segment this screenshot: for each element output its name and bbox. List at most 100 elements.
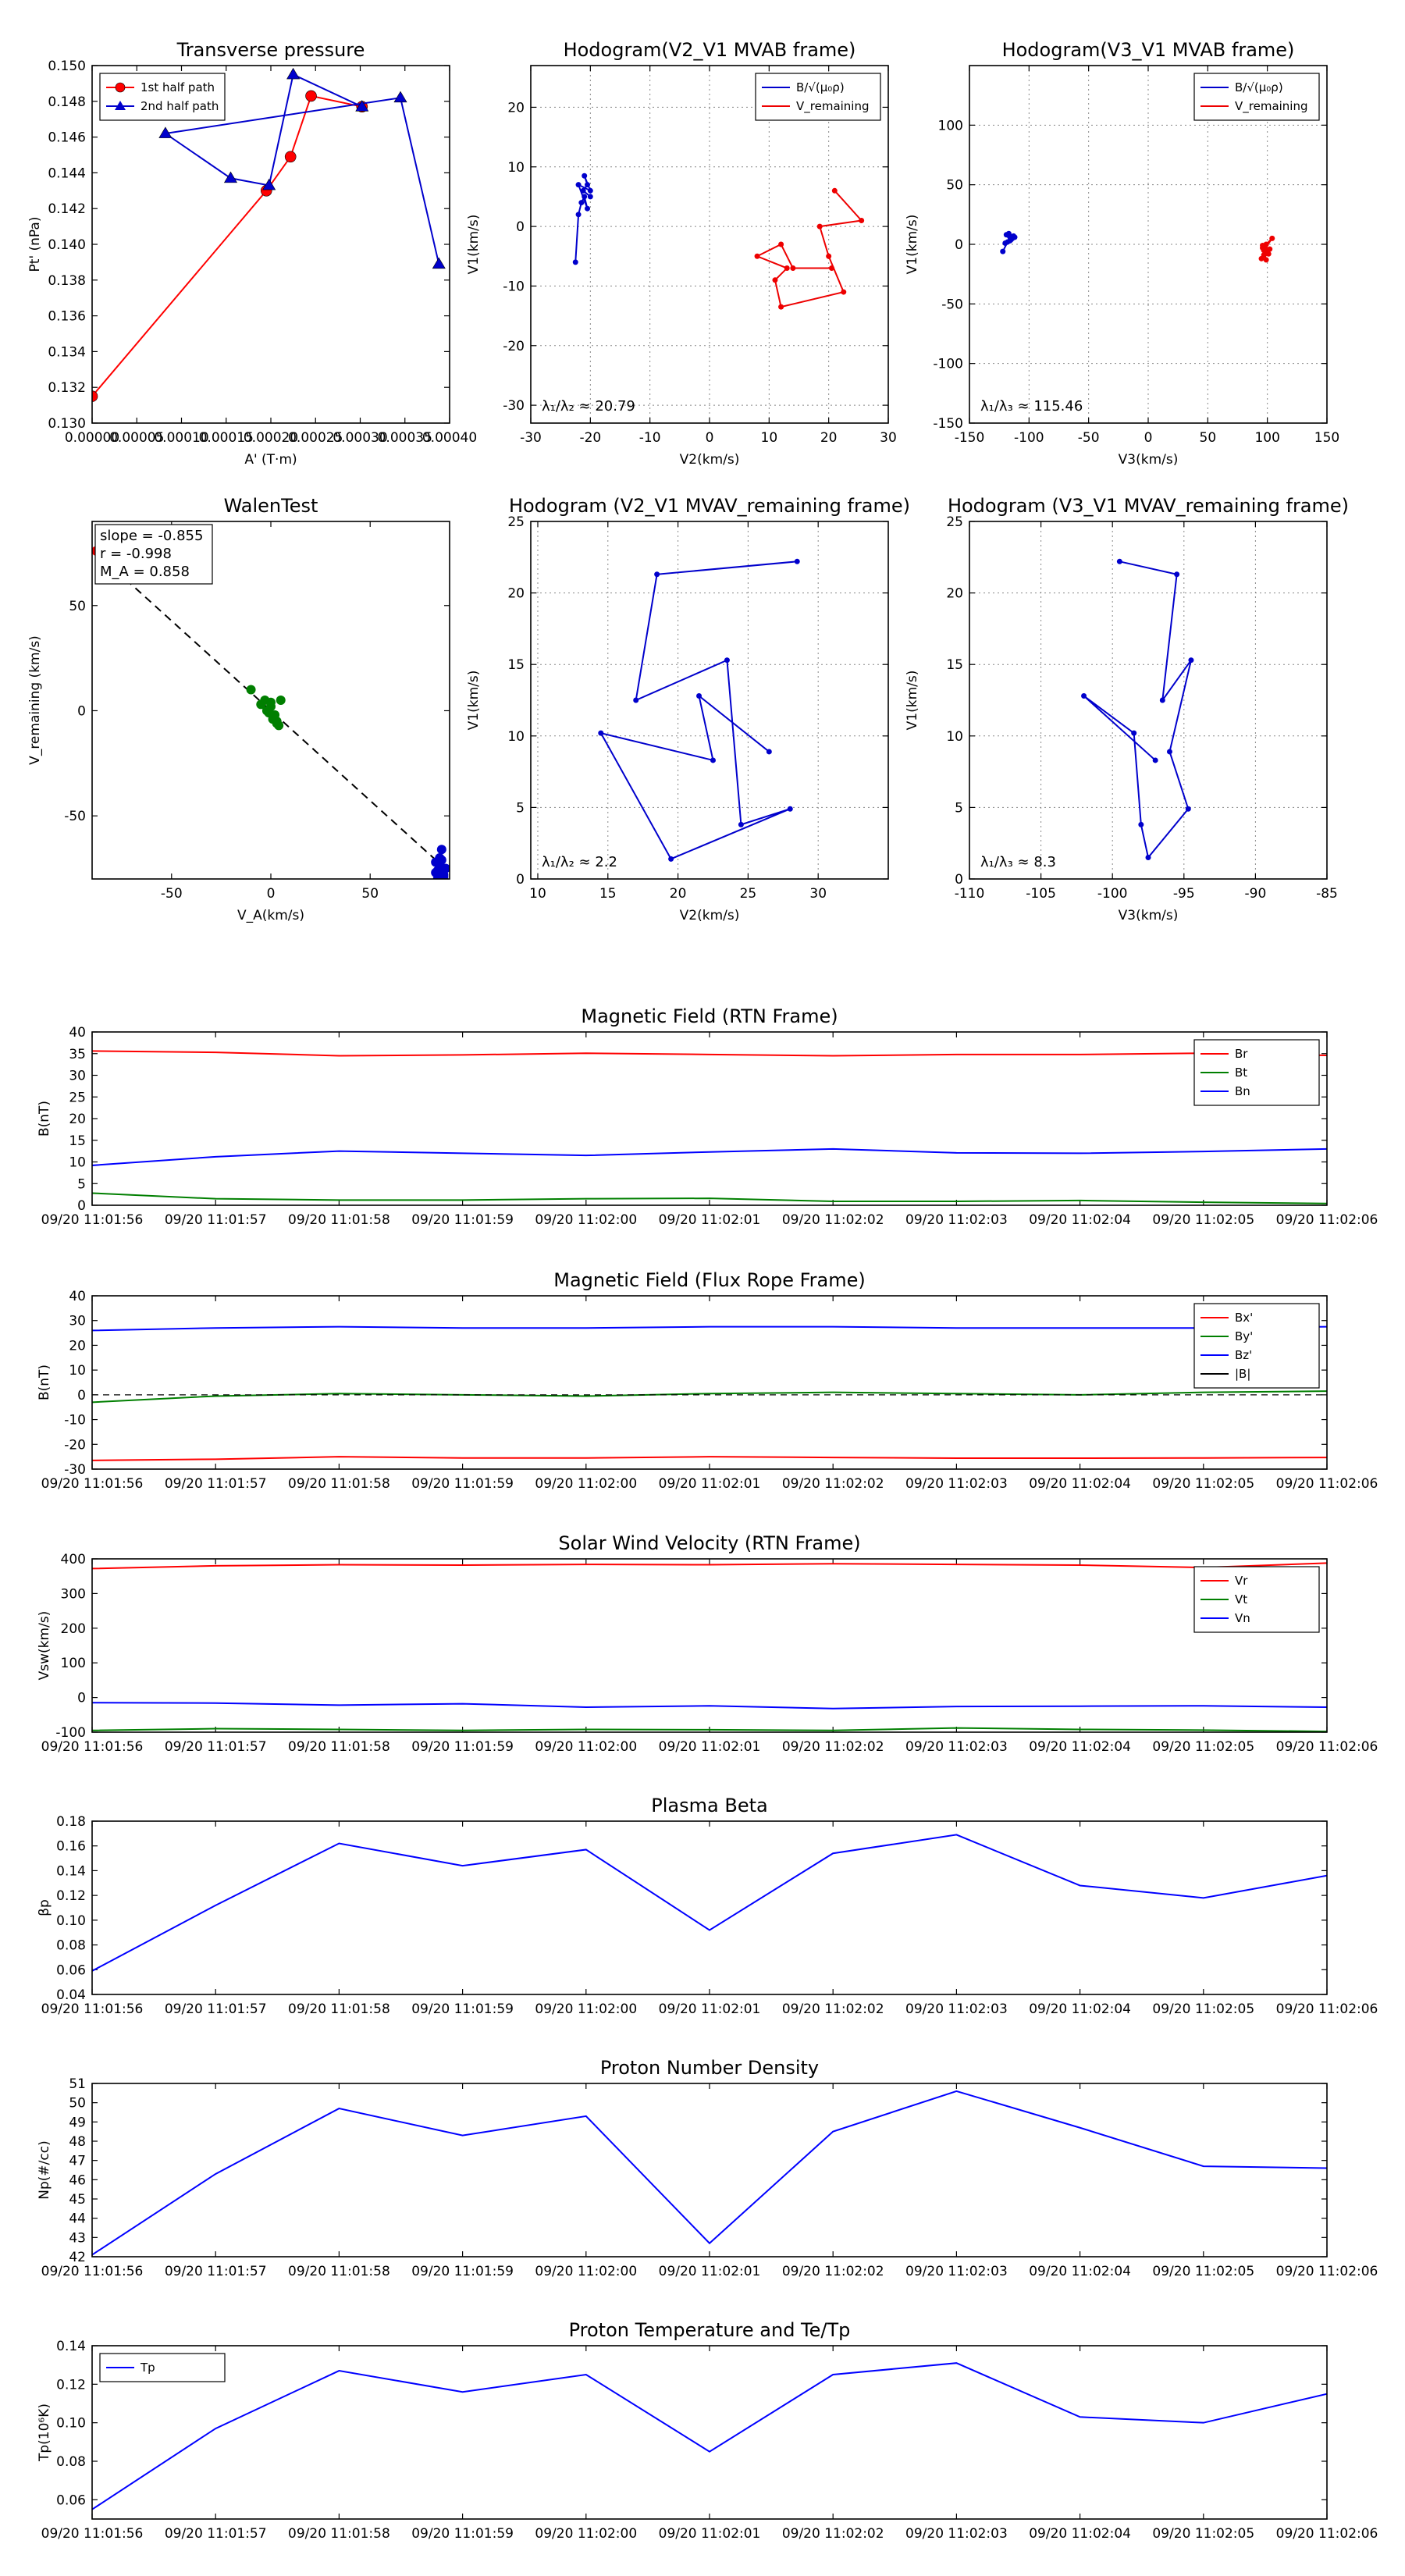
y-tick-label: 47 bbox=[69, 2154, 86, 2169]
data-point bbox=[580, 187, 586, 194]
data-point bbox=[1159, 697, 1165, 703]
series-line bbox=[92, 1390, 1327, 1404]
legend-box bbox=[1193, 73, 1320, 121]
legend-label: 1st half path bbox=[140, 80, 215, 94]
x-tick-label: -95 bbox=[1173, 886, 1195, 902]
x-tick-label: 30 bbox=[809, 886, 827, 902]
x-tick-label: 09/20 11:02:00 bbox=[535, 2264, 637, 2279]
y-tick-label: 0.14 bbox=[56, 1863, 86, 1879]
y-tick-label: 200 bbox=[61, 1621, 86, 1637]
series-0 bbox=[92, 1834, 1327, 1972]
y-tick-label: 43 bbox=[69, 2230, 86, 2246]
legend-label: Bn bbox=[1235, 1084, 1250, 1098]
data-point bbox=[654, 571, 660, 578]
x-tick-label: 10 bbox=[529, 886, 546, 902]
data-point bbox=[1116, 558, 1122, 564]
chart-h31: Hodogram(V3_V1 MVAB frame) -150 -100 -50 0 50… bbox=[905, 39, 1339, 468]
y-tick-label: 15 bbox=[507, 657, 525, 673]
x-tick-label: 09/20 11:02:00 bbox=[535, 1212, 637, 1228]
y-tick-label: 35 bbox=[69, 1047, 86, 1062]
x-tick-label: 09/20 11:02:03 bbox=[905, 1476, 1008, 1492]
legend-label: |B| bbox=[1235, 1367, 1250, 1381]
y-tick-label: 0 bbox=[77, 1691, 86, 1706]
data-point bbox=[1269, 235, 1275, 241]
axes-frame bbox=[91, 1031, 1328, 1206]
axes-frame bbox=[969, 65, 1328, 424]
data-point bbox=[831, 187, 838, 194]
y-tick-label: 20 bbox=[946, 586, 963, 602]
y-tick-label: 0.10 bbox=[56, 1913, 86, 1929]
x-tick-label: -150 bbox=[955, 430, 985, 446]
data-point bbox=[393, 91, 407, 103]
legend-label: B/√(μ₀ρ) bbox=[796, 80, 845, 94]
y-tick-label: 0.06 bbox=[56, 2492, 86, 2508]
series-bz- bbox=[92, 1325, 1327, 1332]
y-tick-label: 25 bbox=[946, 514, 963, 530]
data-point bbox=[778, 241, 784, 247]
x-tick-label: 09/20 11:01:57 bbox=[165, 2526, 267, 2542]
chart-title: Hodogram (V3_V1 MVAV_remaining frame) bbox=[948, 495, 1349, 517]
x-tick-label: 09/20 11:02:02 bbox=[782, 2264, 884, 2279]
y-tick-label: 10 bbox=[507, 160, 525, 176]
data-point bbox=[92, 390, 98, 402]
y-tick-label: 42 bbox=[69, 2250, 86, 2265]
y-tick-label: 0.08 bbox=[56, 2454, 86, 2470]
y-axis-label: V1(km/s) bbox=[905, 671, 920, 731]
y-tick-label: 48 bbox=[69, 2134, 86, 2150]
x-tick-label: -110 bbox=[955, 886, 985, 902]
axes-frame bbox=[91, 1558, 1328, 1733]
x-tick-label: 0 bbox=[267, 886, 276, 902]
data-point bbox=[787, 806, 793, 812]
series-line bbox=[755, 190, 863, 308]
annotation-line: r = -0.998 bbox=[100, 546, 172, 562]
plot-area bbox=[572, 173, 865, 310]
annotation-text: λ₁/λ₃ ≈ 8.3 bbox=[980, 854, 1056, 870]
y-tick-label: 400 bbox=[61, 1552, 86, 1567]
legend-label: Bx' bbox=[1235, 1311, 1253, 1325]
x-tick-label: 09/20 11:01:57 bbox=[165, 1476, 267, 1492]
y-tick-label: 44 bbox=[69, 2211, 86, 2227]
y-axis-label: Pt' (nPa) bbox=[27, 217, 43, 272]
axes-frame bbox=[91, 521, 450, 880]
plot-area bbox=[92, 2090, 1327, 2256]
annotation-text: λ₁/λ₂ ≈ 2.2 bbox=[542, 854, 617, 870]
y-tick-label: 0.134 bbox=[48, 344, 86, 360]
y-tick-label: 50 bbox=[69, 599, 86, 614]
data-point bbox=[828, 265, 834, 272]
x-tick-label: 09/20 11:01:56 bbox=[41, 1212, 144, 1228]
x-tick-label: 09/20 11:02:02 bbox=[782, 1739, 884, 1755]
y-axis-label: Vsw(km/s) bbox=[37, 1611, 52, 1681]
x-tick-label: 09/20 11:02:03 bbox=[905, 1739, 1008, 1755]
data-point bbox=[1000, 248, 1006, 254]
x-tick-label: 20 bbox=[670, 886, 687, 902]
x-tick-label: 100 bbox=[1254, 430, 1279, 446]
x-tick-label: 09/20 11:01:58 bbox=[288, 1739, 390, 1755]
y-tick-label: 0 bbox=[77, 1198, 86, 1214]
data-point bbox=[575, 212, 582, 218]
x-tick-label: 09/20 11:02:04 bbox=[1029, 2264, 1131, 2279]
x-tick-label: 09/20 11:02:06 bbox=[1276, 1476, 1378, 1492]
data-point bbox=[578, 200, 585, 206]
x-tick-label: -105 bbox=[1026, 886, 1056, 902]
x-tick-label: 09/20 11:02:02 bbox=[782, 2526, 884, 2542]
y-tick-label: 45 bbox=[69, 2192, 86, 2208]
chart-title: Magnetic Field (RTN Frame) bbox=[581, 1005, 838, 1027]
legend-label: V_remaining bbox=[1235, 99, 1308, 114]
data-point bbox=[1185, 806, 1191, 812]
series-bn bbox=[92, 1147, 1327, 1166]
x-tick-label: 09/20 11:01:56 bbox=[41, 1476, 144, 1492]
series-0 bbox=[598, 558, 800, 862]
y-tick-label: 10 bbox=[507, 729, 525, 745]
data-point bbox=[246, 685, 256, 695]
data-point bbox=[859, 217, 865, 223]
y-tick-label: 0 bbox=[77, 1388, 86, 1404]
x-tick-label: 09/20 11:02:04 bbox=[1029, 2001, 1131, 2017]
x-tick-label: 0.00010 bbox=[154, 430, 208, 446]
y-tick-label: 0.10 bbox=[56, 2416, 86, 2432]
legend: Vr Vt Vn bbox=[1193, 1566, 1320, 1633]
legend-label: Bt bbox=[1235, 1066, 1247, 1080]
legend-box bbox=[755, 73, 881, 121]
x-tick-label: 09/20 11:02:01 bbox=[659, 2264, 761, 2279]
y-tick-label: 0.04 bbox=[56, 1987, 86, 2003]
data-point bbox=[1263, 257, 1269, 263]
